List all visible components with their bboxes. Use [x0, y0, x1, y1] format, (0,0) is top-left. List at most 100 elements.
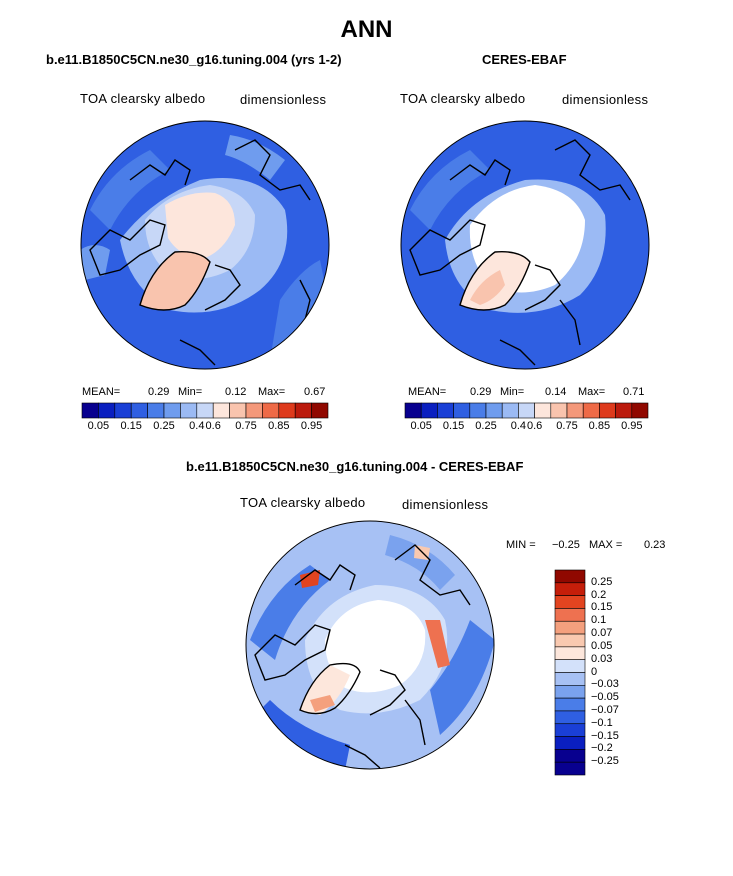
model-panel-title: b.e11.B1850C5CN.ne30_g16.tuning.004 (yrs…	[46, 52, 342, 67]
obs-colorbar-tick: 0.6	[526, 420, 543, 432]
diff-colorbar-tick: 0.05	[591, 639, 613, 652]
obs-mean-label: MEAN=	[408, 386, 447, 398]
diff-colorbar-swatch	[554, 710, 586, 725]
model-stats: MEAN= 0.29 Min= 0.12 Max= 0.67	[0, 386, 733, 400]
model-colorbar-ticks: 0.05 0.15 0.25 0.4 0.6 0.75 0.85 0.95	[82, 420, 328, 434]
obs-stats: MEAN= 0.29 Min= 0.14 Max= 0.71	[0, 386, 733, 400]
model-colorbar-tick: 0.4	[189, 420, 205, 432]
model-colorbar-swatch	[130, 402, 148, 419]
model-colorbar-tick: 0.85	[268, 420, 290, 432]
model-colorbar-tick: 0.75	[235, 420, 257, 432]
model-colorbar-tick: 0.05	[87, 420, 110, 432]
obs-colorbar-swatch	[469, 402, 487, 419]
obs-colorbar	[404, 402, 649, 419]
diff-max-label: MAX =	[589, 539, 623, 551]
obs-variable-label: TOA clearsky albedo	[400, 91, 526, 106]
diff-colorbar-tick: 0.07	[591, 627, 613, 640]
obs-units-label: dimensionless	[562, 92, 649, 107]
model-variable-label: TOA clearsky albedo	[80, 91, 206, 106]
diff-colorbar-swatch	[554, 659, 586, 673]
diff-colorbar-tick: −0.2	[591, 742, 613, 755]
obs-colorbar-swatch	[550, 402, 568, 419]
obs-colorbar-tick: 0.15	[442, 420, 465, 432]
obs-panel-title: CERES-EBAF	[482, 52, 567, 67]
model-min-value: 0.12	[225, 386, 247, 398]
obs-colorbar-swatch	[453, 402, 471, 419]
obs-colorbar-swatch	[566, 402, 584, 419]
diff-colorbar-tick: 0.03	[591, 652, 613, 665]
diff-colorbar-swatch	[554, 608, 586, 622]
model-colorbar-swatch	[180, 402, 198, 419]
model-colorbar-swatch	[294, 402, 312, 419]
model-colorbar-swatch	[196, 402, 214, 419]
diff-colorbar-tick: 0	[591, 665, 598, 678]
diff-colorbar-tick: −0.03	[591, 678, 619, 691]
obs-max-label: Max=	[578, 386, 606, 398]
model-colorbar-swatch	[262, 402, 280, 419]
model-mean-label: MEAN=	[82, 386, 121, 398]
model-colorbar-swatch	[163, 402, 181, 419]
obs-colorbar-tick: 0.25	[475, 420, 497, 432]
diff-colorbar-tick: 0.1	[591, 614, 607, 627]
obs-colorbar-tick: 0.4	[510, 420, 527, 432]
model-colorbar-swatch	[114, 402, 132, 419]
diff-min-label: MIN =	[506, 539, 536, 551]
model-colorbar-tick: 0.6	[205, 420, 221, 432]
diff-colorbar-tick: −0.07	[591, 703, 619, 716]
model-colorbar-tick: 0.95	[300, 420, 323, 432]
diff-stats: MIN = −0.25 MAX = 0.23	[0, 539, 733, 553]
diff-colorbar-tick: 0.15	[591, 601, 613, 614]
diff-colorbar-ticks: 0.25 0.2 0.15 0.1 0.07 0.05 0.03 0 −0.03 −0.05 −0.…	[591, 570, 671, 775]
diff-colorbar-swatch	[554, 569, 586, 584]
model-colorbar-swatch	[311, 402, 329, 419]
diff-units-label: dimensionless	[402, 497, 489, 512]
obs-colorbar-swatch	[599, 402, 616, 419]
model-colorbar-swatch	[212, 402, 230, 419]
model-colorbar-swatch	[147, 402, 165, 419]
diff-colorbar-swatch	[554, 672, 586, 686]
diff-colorbar-swatch	[554, 736, 586, 750]
diff-colorbar-tick: −0.25	[591, 755, 619, 768]
diff-colorbar-swatch	[554, 761, 586, 776]
diff-colorbar-tick: −0.05	[591, 691, 619, 704]
obs-colorbar-tick: 0.95	[621, 420, 643, 432]
model-colorbar-swatch	[278, 402, 296, 419]
diff-colorbar-swatch	[554, 646, 586, 660]
diff-colorbar-tick: −0.1	[591, 716, 613, 729]
obs-colorbar-swatch	[437, 402, 454, 419]
diff-colorbar-swatch	[554, 685, 586, 699]
diff-colorbar-tick: 0.2	[591, 588, 607, 601]
obs-colorbar-swatch	[404, 402, 422, 419]
obs-colorbar-ticks: 0.05 0.15 0.25 0.4 0.6 0.75 0.85 0.95	[405, 420, 648, 434]
model-colorbar-swatch	[81, 402, 99, 419]
diff-colorbar-swatch	[554, 595, 586, 609]
diff-min-value: −0.25	[552, 539, 580, 551]
obs-colorbar-swatch	[518, 402, 535, 419]
obs-colorbar-tick: 0.85	[588, 420, 611, 432]
obs-colorbar-swatch	[420, 402, 438, 419]
obs-mean-value: 0.29	[470, 386, 492, 398]
obs-colorbar-swatch	[485, 402, 503, 419]
model-colorbar-tick: 0.15	[120, 420, 142, 432]
obs-min-label: Min=	[500, 386, 525, 398]
model-max-value: 0.67	[304, 386, 326, 398]
model-colorbar-swatch	[229, 402, 247, 419]
model-mean-value: 0.29	[148, 386, 170, 398]
page-title: ANN	[340, 16, 393, 43]
model-units-label: dimensionless	[240, 92, 327, 107]
model-colorbar-tick: 0.25	[153, 420, 175, 432]
obs-colorbar-swatch	[615, 402, 633, 419]
diff-max-value: 0.23	[644, 539, 666, 551]
diff-colorbar-swatch	[554, 633, 586, 648]
diff-colorbar-swatch	[554, 723, 586, 737]
obs-colorbar-tick: 0.05	[410, 420, 432, 432]
model-min-label: Min=	[178, 386, 203, 398]
model-colorbar-swatch	[245, 402, 263, 419]
diff-panel-title: b.e11.B1850C5CN.ne30_g16.tuning.004 - CE…	[186, 459, 524, 474]
diff-colorbar-swatch	[554, 697, 586, 712]
model-max-label: Max=	[258, 386, 286, 398]
obs-colorbar-swatch	[501, 402, 519, 419]
model-colorbar-swatch	[98, 402, 116, 419]
obs-colorbar-swatch	[582, 402, 600, 419]
diff-variable-label: TOA clearsky albedo	[240, 495, 366, 510]
